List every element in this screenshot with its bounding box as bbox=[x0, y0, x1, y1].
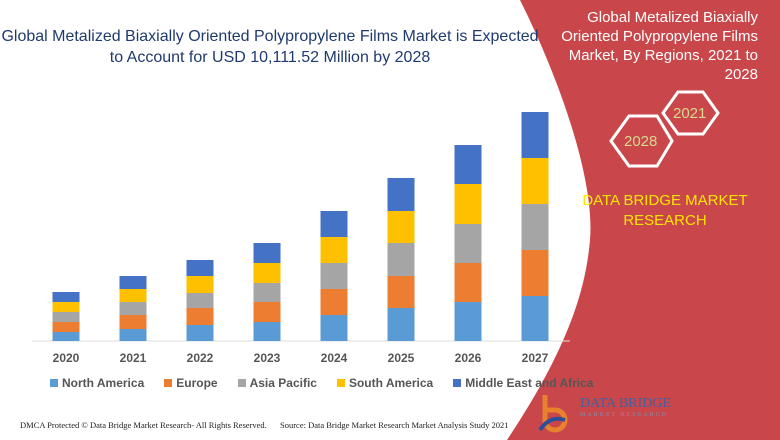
logo-text: DATA BRIDGE MARKET RESEARCH bbox=[580, 396, 672, 418]
bar-segment-2026 bbox=[454, 184, 482, 224]
bar-segment-2026 bbox=[454, 145, 482, 184]
hexagon-2021 bbox=[661, 90, 720, 136]
bar-segment-2023 bbox=[253, 283, 281, 302]
bar-segment-2027 bbox=[521, 112, 549, 158]
x-tick-label: 2025 bbox=[387, 351, 415, 365]
bar-segment-2020 bbox=[52, 312, 80, 322]
bar-segment-2025 bbox=[387, 178, 415, 211]
bar-segment-2025 bbox=[387, 276, 415, 308]
bar-segment-2026 bbox=[454, 302, 482, 341]
bar-segment-2026 bbox=[454, 263, 482, 302]
x-tick-label: 2021 bbox=[119, 351, 147, 365]
bar-segment-2023 bbox=[253, 243, 281, 263]
legend-item: Asia Pacific bbox=[237, 376, 317, 390]
bar-segment-2024 bbox=[320, 211, 348, 237]
x-tick-label: 2022 bbox=[186, 351, 214, 365]
bar-segment-2022 bbox=[186, 276, 214, 293]
bar-segment-2020 bbox=[52, 332, 80, 341]
bar-segment-2025 bbox=[387, 243, 415, 276]
bar-segment-2023 bbox=[253, 322, 281, 341]
bar-segment-2027 bbox=[521, 250, 549, 296]
bar-segment-2021 bbox=[119, 315, 147, 329]
legend-item: Middle East and Africa bbox=[453, 376, 593, 390]
hex-label-2021: 2021 bbox=[673, 105, 707, 122]
hexagon-2028 bbox=[609, 114, 674, 168]
bar-segment-2025 bbox=[387, 308, 415, 341]
bar-segment-2020 bbox=[52, 322, 80, 332]
hex-label-2028: 2028 bbox=[624, 133, 658, 150]
legend-item: North America bbox=[50, 376, 144, 390]
bar-segment-2027 bbox=[521, 204, 549, 250]
bar-segment-2021 bbox=[119, 329, 147, 341]
bar-segment-2021 bbox=[119, 276, 147, 289]
red-side-panel bbox=[507, 0, 780, 440]
brand-text: DATA BRIDGE MARKET RESEARCH bbox=[582, 192, 748, 229]
source-text: Source: Data Bridge Market Research Mark… bbox=[280, 420, 509, 430]
bar-segment-2020 bbox=[52, 302, 80, 312]
bar-segment-2025 bbox=[387, 211, 415, 243]
bar-segment-2023 bbox=[253, 302, 281, 322]
x-tick-label: 2020 bbox=[52, 351, 80, 365]
logo-icon bbox=[538, 395, 568, 433]
bar-segment-2020 bbox=[52, 292, 80, 302]
bar-segment-2024 bbox=[320, 315, 348, 341]
bar-segment-2024 bbox=[320, 289, 348, 315]
legend-item: Europe bbox=[164, 376, 218, 390]
x-tick-label: 2023 bbox=[253, 351, 281, 365]
dmca-text: DMCA Protected © Data Bridge Market Rese… bbox=[20, 420, 267, 430]
bar-segment-2023 bbox=[253, 263, 281, 283]
bar-segment-2022 bbox=[186, 325, 214, 341]
x-tick-label: 2026 bbox=[454, 351, 482, 365]
bar-segment-2027 bbox=[521, 296, 549, 341]
x-tick-label: 2024 bbox=[320, 351, 348, 365]
legend: North America Europe Asia Pacific South … bbox=[50, 376, 593, 390]
bar-segment-2024 bbox=[320, 263, 348, 289]
bars bbox=[52, 112, 549, 341]
side-title: Global Metalized Biaxially Oriented Poly… bbox=[561, 9, 758, 83]
bar-segment-2022 bbox=[186, 293, 214, 308]
bar-segment-2021 bbox=[119, 302, 147, 315]
bar-segment-2021 bbox=[119, 289, 147, 302]
bar-segment-2022 bbox=[186, 260, 214, 276]
chart-title: Global Metalized Biaxially Oriented Poly… bbox=[1, 28, 539, 66]
bar-segment-2026 bbox=[454, 224, 482, 263]
legend-item: South America bbox=[336, 376, 433, 390]
bar-segment-2024 bbox=[320, 237, 348, 263]
bar-segment-2027 bbox=[521, 158, 549, 204]
x-tick-label: 2027 bbox=[521, 351, 549, 365]
bar-segment-2022 bbox=[186, 308, 214, 325]
